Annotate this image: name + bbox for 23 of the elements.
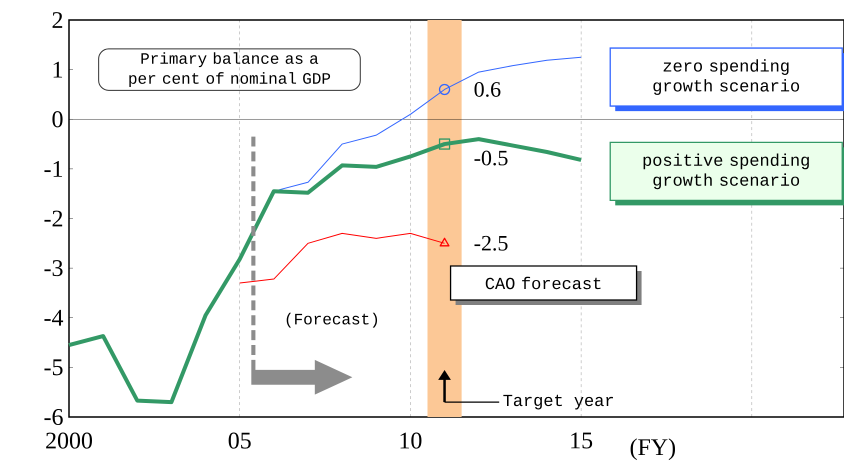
- x-tick-label: 10: [400, 432, 422, 449]
- x-axis-title: (FY): [630, 438, 675, 460]
- y-tick-label: -4: [44, 310, 64, 326]
- y-tick-label: -2: [44, 210, 62, 226]
- data-label: -0.5: [474, 150, 508, 166]
- y-tick-label: 1: [54, 62, 62, 78]
- data-label: 0.6: [474, 82, 500, 97]
- annotation: Primary balance as a per cent of nominal GDP: [129, 52, 330, 88]
- x-tick-label: 2000: [46, 432, 92, 449]
- band-label: Target year: [503, 394, 613, 410]
- x-tick-label: 05: [228, 432, 251, 449]
- text: zero spending growth scenario: [653, 59, 800, 95]
- y-tick-label: -3: [44, 260, 63, 276]
- y-tick-label: -5: [44, 359, 63, 376]
- y-tick-label: -1: [44, 160, 62, 177]
- annotation: (Forecast): [286, 312, 378, 328]
- y-tick-label: 0: [52, 111, 63, 128]
- y-tick-label: 2: [52, 12, 62, 28]
- text: positive spending growth scenario: [644, 154, 809, 190]
- text: CAO forecast: [486, 276, 601, 290]
- x-tick-label: 15: [571, 432, 592, 449]
- data-label: -2.5: [474, 236, 508, 251]
- y-tick-label: -6: [44, 408, 63, 426]
